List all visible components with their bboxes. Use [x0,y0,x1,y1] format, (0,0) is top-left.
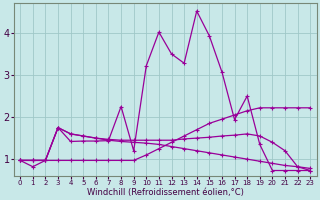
X-axis label: Windchill (Refroidissement éolien,°C): Windchill (Refroidissement éolien,°C) [87,188,244,197]
